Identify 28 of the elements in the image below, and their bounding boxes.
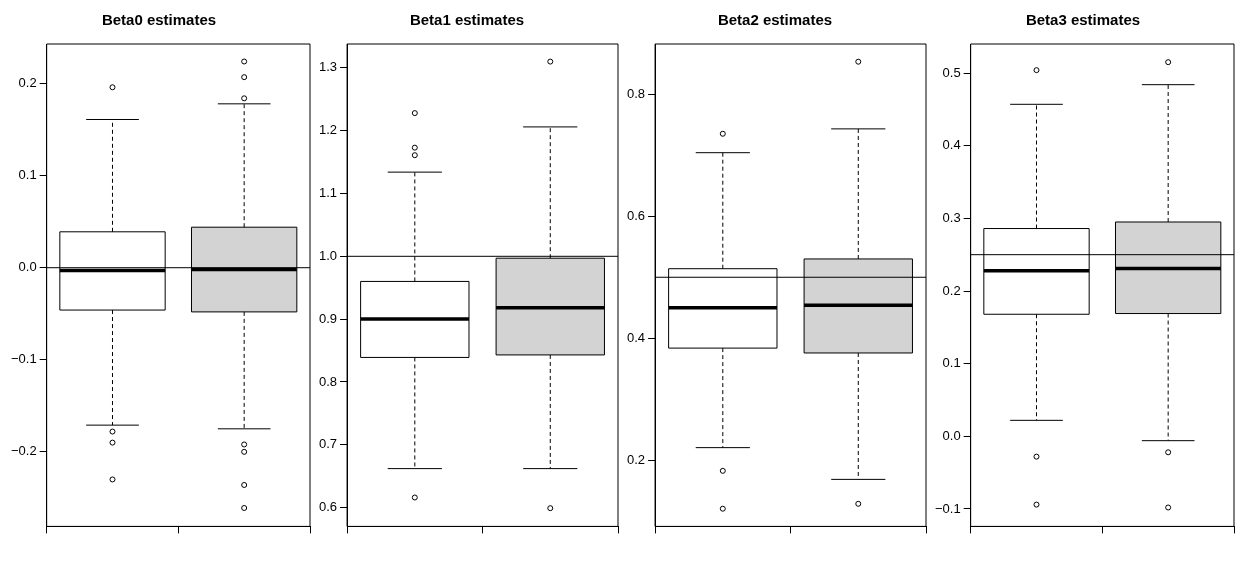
chart-title: Beta3 estimates (1025, 11, 1141, 29)
y-tick-label: 0.4 (942, 137, 961, 153)
y-tick-label: 0.0 (942, 427, 961, 443)
y-tick-label: −0.1 (934, 500, 961, 516)
y-tick-label: 0.0 (18, 259, 37, 275)
y-tick-label: 1.3 (318, 59, 338, 75)
y-tick-label: 0.6 (626, 207, 646, 223)
y-tick-label: 0.3 (942, 209, 961, 225)
y-tick-label: −0.2 (10, 443, 37, 459)
y-tick-label: 1.1 (318, 185, 338, 201)
y-tick-label: 0.2 (942, 282, 961, 298)
y-tick-label: 1.0 (318, 247, 338, 263)
y-tick-label: 0.9 (318, 310, 338, 326)
chart-title: Beta2 estimates (717, 11, 833, 29)
y-tick-label: 0.7 (318, 436, 338, 452)
y-tick-label: −0.1 (10, 351, 37, 367)
y-tick-label: 1.2 (318, 122, 338, 138)
y-tick-label: 0.8 (318, 373, 338, 389)
y-tick-label: 0.2 (18, 75, 37, 91)
y-tick-label: 0.1 (942, 355, 961, 371)
y-tick-label: 0.4 (626, 329, 646, 345)
y-tick-label: 0.2 (626, 452, 646, 468)
y-tick-label: 0.8 (626, 85, 646, 101)
y-tick-label: 0.6 (318, 499, 338, 515)
y-tick-label: 0.1 (18, 167, 37, 183)
y-tick-label: 0.5 (942, 64, 961, 80)
chart-title: Beta0 estimates (101, 11, 217, 29)
chart-title: Beta1 estimates (409, 11, 525, 29)
